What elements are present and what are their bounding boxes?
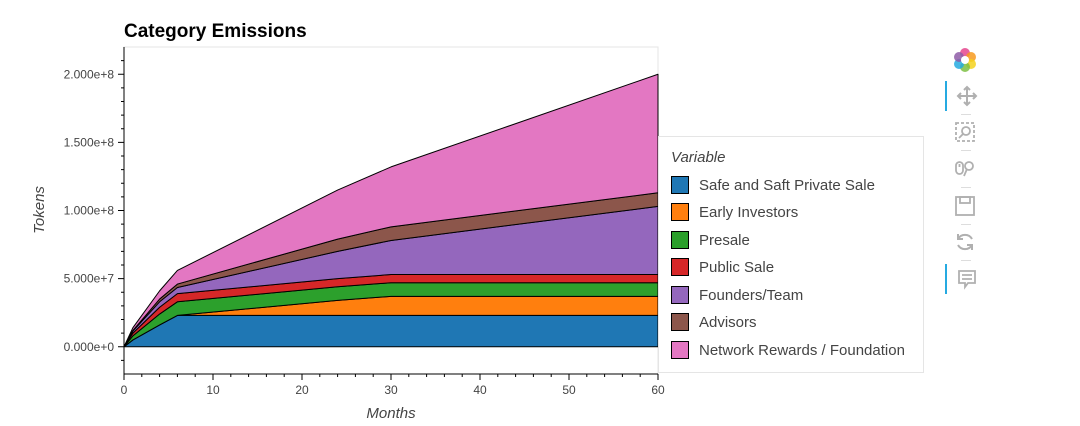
y-tick-label: 1.500e+8	[64, 135, 115, 149]
hover-tool-icon[interactable]	[945, 264, 987, 294]
x-tick-label: 60	[651, 383, 665, 397]
legend-swatch	[671, 313, 689, 331]
y-tick-label: 1.000e+8	[64, 204, 115, 218]
legend-swatch	[671, 286, 689, 304]
x-tick-label: 50	[562, 383, 576, 397]
legend-swatch	[671, 176, 689, 194]
pan-tool-icon[interactable]	[945, 81, 987, 111]
legend-label: Presale	[699, 231, 750, 249]
x-tick-label: 40	[473, 383, 487, 397]
save-tool-icon[interactable]	[945, 191, 985, 221]
legend-swatch	[671, 341, 689, 359]
legend-label: Public Sale	[699, 258, 775, 276]
y-tick-label: 2.000e+8	[64, 67, 115, 81]
x-tick-label: 30	[384, 383, 398, 397]
toolbar-separator	[961, 114, 971, 115]
legend: Variable Safe and Saft Private Sale Earl…	[658, 136, 924, 373]
toolbar-separator	[961, 260, 971, 261]
area-series	[123, 73, 659, 348]
toolbar-separator	[961, 187, 971, 188]
legend-item[interactable]: Advisors	[671, 311, 757, 333]
toolbar-separator	[961, 150, 971, 151]
x-axis: 0 10 20 30 40 50 60	[121, 373, 665, 397]
legend-title: Variable	[671, 149, 726, 166]
legend-label: Advisors	[699, 313, 757, 331]
legend-swatch	[671, 231, 689, 249]
area-series	[123, 314, 659, 348]
bokeh-logo-icon[interactable]	[945, 45, 985, 75]
chart-title: Category Emissions	[124, 21, 307, 42]
y-axis-label: Tokens	[31, 186, 48, 234]
legend-item[interactable]: Public Sale	[671, 256, 774, 278]
stacked-areas	[123, 73, 659, 348]
reset-tool-icon[interactable]	[945, 227, 985, 257]
x-tick-label: 20	[295, 383, 309, 397]
legend-item[interactable]: Safe and Saft Private Sale	[671, 174, 875, 196]
x-tick-label: 10	[206, 383, 220, 397]
wheel-zoom-tool-icon[interactable]	[945, 154, 985, 184]
box-zoom-tool-icon[interactable]	[945, 117, 985, 147]
legend-label: Safe and Saft Private Sale	[699, 176, 875, 194]
legend-item[interactable]: Network Rewards / Foundation	[671, 339, 905, 361]
y-tick-label: 5.000e+7	[64, 272, 115, 286]
toolbar-separator	[961, 224, 971, 225]
legend-swatch	[671, 203, 689, 221]
legend-item[interactable]: Founders/Team	[671, 284, 803, 306]
legend-label: Early Investors	[699, 203, 799, 221]
legend-label: Founders/Team	[699, 286, 804, 304]
y-axis: 0.000e+0 5.000e+7 1.000e+8 1.500e+8 2.000e+8	[64, 47, 125, 374]
legend-item[interactable]: Presale	[671, 229, 750, 251]
legend-label: Network Rewards / Foundation	[699, 341, 905, 359]
legend-item[interactable]: Early Investors	[671, 201, 798, 223]
legend-swatch	[671, 258, 689, 276]
chart-toolbar	[945, 42, 985, 302]
y-tick-label: 0.000e+0	[64, 340, 115, 354]
x-axis-label: Months	[366, 405, 416, 422]
x-tick-label: 0	[121, 383, 128, 397]
